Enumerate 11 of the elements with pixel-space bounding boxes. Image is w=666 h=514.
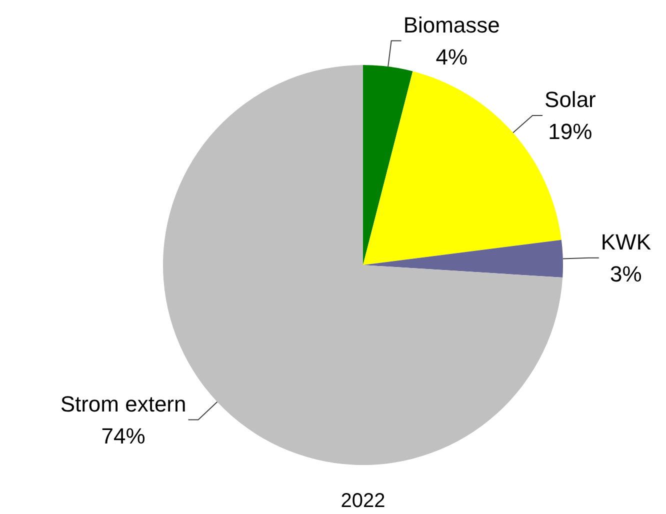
data-label: 74%: [101, 423, 146, 448]
slice-label: KWK: [600, 230, 652, 255]
pie-slice: [363, 65, 413, 265]
slice-label: Solar: [544, 87, 596, 112]
slice-label: Strom extern: [60, 391, 186, 416]
data-label: 19%: [548, 119, 592, 144]
data-label: 4%: [436, 44, 468, 70]
text: 2022: [340, 490, 386, 512]
data-label: 3%: [610, 262, 642, 287]
pie-slice: [363, 240, 563, 278]
slice-label: Biomasse: [403, 12, 500, 38]
